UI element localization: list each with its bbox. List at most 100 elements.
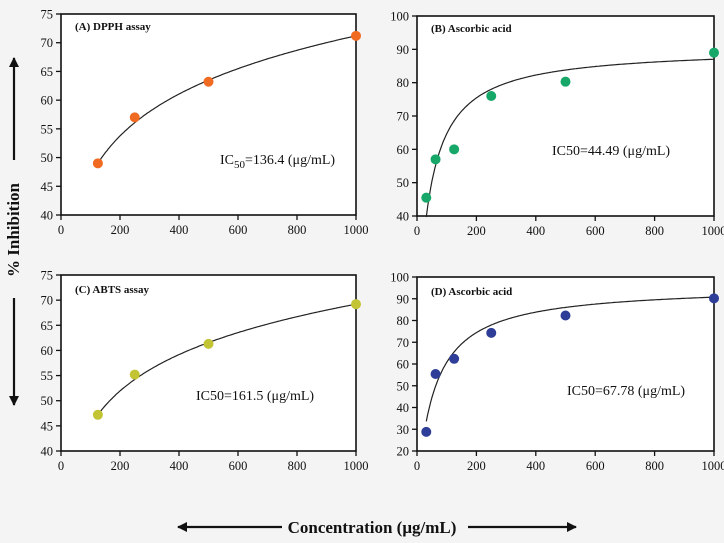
- plot-frame: [416, 15, 715, 217]
- y-tick-label: 90: [397, 43, 410, 57]
- data-point: [486, 91, 497, 101]
- y-tick-label: 60: [397, 143, 410, 157]
- data-point: [203, 338, 214, 349]
- y-tick-label: 65: [41, 319, 54, 333]
- y-tick-label: 45: [41, 419, 54, 433]
- panel-title: (D) Ascorbic acid: [431, 286, 512, 298]
- x-tick-label: 800: [645, 459, 664, 473]
- y-tick-label: 55: [41, 122, 54, 136]
- x-tick-label: 400: [170, 223, 189, 237]
- y-tick-label: 70: [41, 36, 54, 50]
- x-tick-label: 400: [526, 224, 545, 238]
- data-point: [709, 293, 719, 304]
- y-tick-label: 70: [41, 294, 54, 308]
- x-tick-label: 600: [586, 224, 605, 238]
- y-tick-label: 100: [390, 271, 409, 285]
- data-point: [351, 299, 361, 310]
- data-point: [486, 327, 497, 338]
- ic50-annotation: IC50=161.5 (μg/mL): [196, 389, 314, 404]
- data-point: [421, 426, 432, 437]
- x-tick-label: 1000: [344, 223, 369, 237]
- data-point: [421, 192, 432, 203]
- panel-c: 0 200 400 600 800 1000 40 45 50 55 60 65 70 75 (C) ABT…: [41, 269, 369, 474]
- ic50-annotation: IC50=67.78 (μg/mL): [567, 384, 685, 399]
- y-tick-label: 20: [397, 445, 410, 459]
- plot-frame: [60, 274, 357, 452]
- data-point: [449, 353, 460, 364]
- x-axis-label: Concentration (μg/mL): [288, 518, 457, 537]
- data-point: [449, 144, 460, 155]
- data-point: [129, 112, 140, 123]
- x-tick-label: 200: [467, 459, 486, 473]
- panel-title: (B) Ascorbic acid: [431, 23, 512, 35]
- x-tick-label: 800: [288, 459, 307, 473]
- y-tick-label: 30: [397, 423, 410, 437]
- y-tick-label: 50: [397, 379, 410, 393]
- y-tick-label: 55: [41, 369, 54, 383]
- data-point: [203, 76, 214, 87]
- panel-b: 0 200 400 600 800 1000 40 50 60 70 80 90 100 (B) Asco…: [390, 10, 724, 239]
- y-tick-label: 75: [41, 8, 54, 22]
- x-tick-label: 200: [467, 224, 486, 238]
- x-tick-label: 200: [111, 223, 130, 237]
- y-tick-label: 60: [397, 358, 410, 372]
- x-axis-label-group: Concentration (μg/mL): [177, 518, 577, 537]
- y-tick-label: 75: [41, 269, 54, 283]
- y-axis-label: % Inhibition: [4, 182, 23, 277]
- x-tick-label: 0: [414, 459, 420, 473]
- y-tick-label: 80: [397, 314, 410, 328]
- data-point: [560, 76, 571, 87]
- y-tick-label: 65: [41, 65, 54, 79]
- fit-curve: [97, 303, 357, 416]
- x-tick-label: 600: [586, 459, 605, 473]
- x-tick-label: 600: [229, 459, 248, 473]
- fit-curve: [97, 35, 357, 164]
- y-tick-label: 70: [397, 110, 410, 124]
- data-point: [92, 409, 103, 420]
- x-tick-label: 800: [645, 224, 664, 238]
- data-point: [92, 158, 103, 169]
- x-tick-label: 0: [414, 224, 420, 238]
- plot-frame: [60, 13, 357, 216]
- ic50-annotation: IC50=136.4 (μg/mL): [220, 153, 335, 171]
- y-tick-label: 70: [397, 336, 410, 350]
- y-tick-label: 50: [397, 176, 410, 190]
- data-point: [351, 30, 361, 41]
- y-tick-label: 100: [390, 10, 409, 24]
- x-tick-label: 800: [288, 223, 307, 237]
- y-tick-label: 60: [41, 94, 54, 108]
- x-tick-label: 400: [170, 459, 189, 473]
- x-tick-label: 600: [229, 223, 248, 237]
- data-point: [560, 310, 571, 321]
- y-tick-label: 40: [41, 445, 54, 459]
- panel-title: (A) DPPH assay: [75, 21, 151, 33]
- y-tick-label: 50: [41, 151, 54, 165]
- y-tick-label: 50: [41, 394, 54, 408]
- y-tick-label: 40: [397, 401, 410, 415]
- fit-curve: [425, 58, 714, 218]
- y-tick-label: 40: [397, 210, 410, 224]
- panel-a: 0 200 400 600 800 1000 40 45 50 55 60 65 70 75 (A) DPP…: [41, 8, 369, 238]
- x-tick-label: 400: [526, 459, 545, 473]
- y-tick-label: 45: [41, 180, 54, 194]
- x-tick-label: 200: [111, 459, 130, 473]
- y-tick-label: 90: [397, 292, 410, 306]
- panel-title: (C) ABTS assay: [75, 284, 149, 296]
- y-tick-label: 40: [41, 209, 54, 223]
- x-tick-label: 1000: [702, 459, 724, 473]
- y-tick-label: 60: [41, 344, 54, 358]
- y-tick-label: 80: [397, 76, 410, 90]
- x-tick-label: 0: [58, 223, 64, 237]
- y-axis-label-group: % Inhibition: [4, 57, 23, 406]
- fit-curve: [425, 296, 715, 422]
- plot-frame: [416, 276, 715, 452]
- x-tick-label: 1000: [702, 224, 724, 238]
- data-point: [430, 154, 441, 165]
- panel-d: 0 200 400 600 800 1000 20 30 40 50 60 70 80 90 100 (D) …: [390, 271, 724, 474]
- ic50-annotation: IC50=44.49 (μg/mL): [552, 144, 670, 159]
- data-point: [430, 369, 441, 380]
- data-point: [709, 47, 719, 58]
- x-tick-label: 1000: [344, 459, 369, 473]
- x-tick-label: 0: [58, 459, 64, 473]
